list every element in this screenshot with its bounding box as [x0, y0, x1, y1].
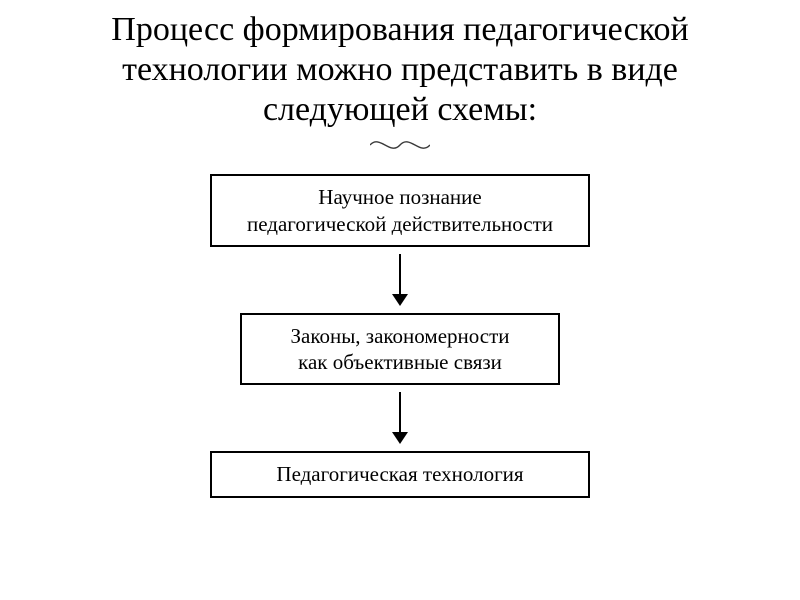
- flow-node-3-line1: Педагогическая технология: [236, 461, 564, 487]
- slide-title: Процесс формирования педагогической техн…: [0, 0, 800, 156]
- arrow-down-icon: [370, 391, 430, 445]
- title-ornament-icon: [24, 134, 776, 156]
- flow-node-1-line1: Научное познание: [236, 184, 564, 210]
- title-line-3: следующей схемы:: [24, 90, 776, 130]
- flow-node-3: Педагогическая технология: [210, 451, 590, 497]
- flow-node-1: Научное познание педагогической действит…: [210, 174, 590, 247]
- arrow-down-icon: [370, 253, 430, 307]
- title-line-2: технологии можно представить в виде: [24, 50, 776, 90]
- title-line-1: Процесс формирования педагогической: [24, 10, 776, 50]
- flowchart: Научное познание педагогической действит…: [0, 174, 800, 497]
- flow-node-1-line2: педагогической действительности: [236, 211, 564, 237]
- flow-node-2: Законы, закономерности как объективные с…: [240, 313, 560, 386]
- flow-node-2-line2: как объективные связи: [266, 349, 534, 375]
- flow-node-2-line1: Законы, закономерности: [266, 323, 534, 349]
